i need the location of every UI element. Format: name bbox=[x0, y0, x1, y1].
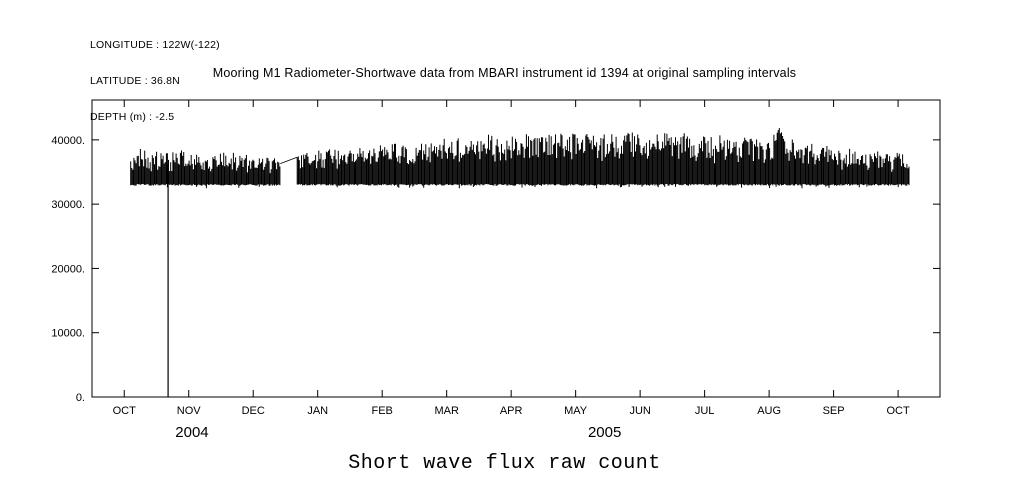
longitude-label: LONGITUDE : 122W(-122) bbox=[90, 39, 220, 51]
year-label: 2004 bbox=[175, 424, 208, 441]
gap-bridge-line bbox=[280, 156, 298, 165]
y-tick-label: 0. bbox=[76, 392, 85, 404]
series-strokes bbox=[130, 128, 910, 189]
y-tick-label: 40000. bbox=[51, 135, 85, 147]
x-tick-label: MAR bbox=[434, 405, 459, 417]
y-tick-label: 20000. bbox=[51, 263, 85, 275]
x-tick-label: DEC bbox=[242, 405, 265, 417]
x-tick-label: MAY bbox=[564, 405, 588, 417]
x-tick-label: OCT bbox=[886, 405, 910, 417]
x-tick-label: SEP bbox=[823, 405, 845, 417]
x-tick-label: AUG bbox=[757, 405, 781, 417]
year-label: 2005 bbox=[588, 424, 621, 441]
chart-title: Mooring M1 Radiometer-Shortwave data fro… bbox=[212, 66, 797, 80]
x-tick-label: JUN bbox=[629, 405, 650, 417]
x-tick-label: APR bbox=[500, 405, 523, 417]
station-info: LONGITUDE : 122W(-122) LATITUDE : 36.8N … bbox=[90, 15, 220, 147]
chart-caption: Short wave flux raw count bbox=[348, 452, 661, 475]
x-tick-label: FEB bbox=[371, 405, 392, 417]
x-tick-label: JUL bbox=[695, 405, 715, 417]
plot-frame bbox=[91, 99, 941, 398]
x-tick-label: JAN bbox=[307, 405, 328, 417]
x-tick-label: NOV bbox=[177, 405, 202, 417]
y-tick-label: 30000. bbox=[51, 199, 85, 211]
x-tick-label: OCT bbox=[113, 405, 137, 417]
y-tick-label: 10000. bbox=[51, 328, 85, 340]
latitude-label: LATITUDE : 36.8N bbox=[90, 75, 180, 87]
depth-label: DEPTH (m) : -2.5 bbox=[90, 111, 175, 123]
